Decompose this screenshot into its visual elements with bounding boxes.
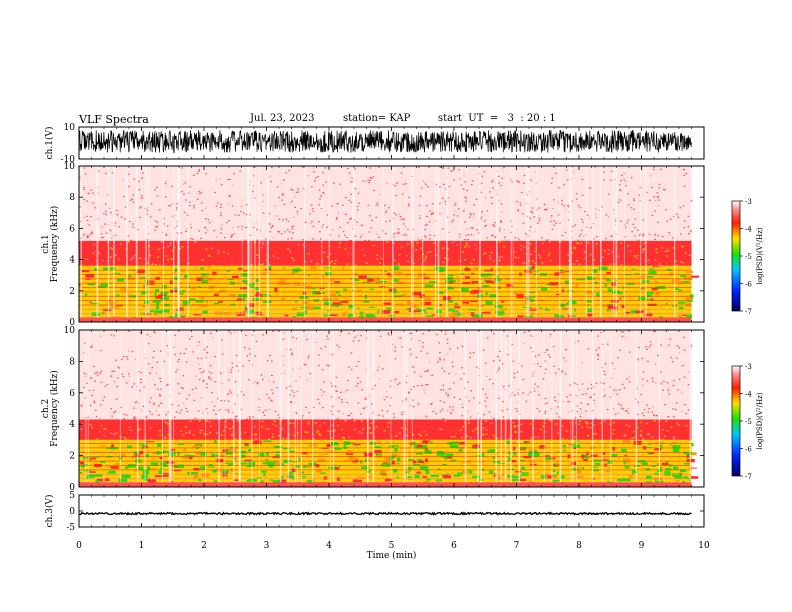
ch1-colorbar-tick-label: -4 — [745, 226, 752, 234]
ch2-spectrogram-ytick-label: 2 — [69, 452, 75, 462]
ch1-colorbar-tick-label: -3 — [745, 198, 752, 206]
ch3-waveform-trace — [78, 511, 692, 516]
ch1-spectrogram-ytick-label: 6 — [69, 224, 75, 234]
ch2-colorbar-tick-label: -3 — [745, 363, 752, 371]
ch3-waveform-ytick-label: 5 — [69, 491, 75, 501]
ch2-spectrogram-image — [79, 330, 699, 487]
x-tick-label: 9 — [639, 541, 645, 551]
ch1-waveform-ytick-label: 10 — [64, 123, 76, 133]
ch2-spectrogram-ylabel: Frequency (kHz) — [49, 370, 60, 447]
start-time-label: start UT = 3 : 20 : 1 — [438, 113, 556, 124]
ch2-spectrogram-ytick-label: 4 — [69, 420, 75, 430]
x-tick-label: 5 — [389, 541, 395, 551]
ch1-spectrogram-ytick-label: 4 — [69, 256, 75, 266]
ch1-spectrogram-ylabel: ch.1 — [41, 234, 51, 253]
ch2-spectrogram-ytick-label: 10 — [64, 326, 76, 336]
x-tick-label: 4 — [326, 541, 332, 551]
chart-title: VLF Spectra — [79, 113, 149, 126]
ch3-waveform-ylabel: ch.3(V) — [44, 495, 55, 528]
ch2-spectrogram-ytick-label: 8 — [69, 357, 75, 367]
x-tick-label: 0 — [76, 541, 82, 551]
ch2-spectrogram-ytick-label: 0 — [69, 483, 75, 493]
x-tick-label: 8 — [576, 541, 582, 551]
ch2-colorbar-tick-label: -7 — [745, 473, 752, 481]
ch2-colorbar-tick-label: -5 — [745, 418, 752, 426]
x-tick-label: 6 — [451, 541, 457, 551]
ch1-waveform-trace — [78, 129, 692, 154]
ch2-colorbar-tick-label: -4 — [745, 391, 752, 399]
ch1-waveform-ylabel: ch.1(V) — [44, 127, 55, 160]
ch1-spectrogram-ytick-label: 2 — [69, 287, 75, 297]
ch2-colorbar-tick-label: -6 — [745, 446, 752, 454]
ch1-spectrogram-red-band — [79, 240, 692, 266]
ch1-spectrogram-ylabel: Frequency (kHz) — [49, 206, 60, 283]
ch2-colorbar-label: log(PSD)(V²/Hz) — [756, 392, 764, 449]
ch2-colorbar — [731, 365, 741, 477]
ch3-waveform-ytick-label: 0 — [69, 507, 75, 517]
frame-layer — [78, 126, 705, 528]
ch1-colorbar-tick-label: -7 — [745, 308, 752, 316]
x-axis-label: Time (min) — [367, 550, 417, 561]
ch1-colorbar-label: log(PSD)(V²/Hz) — [756, 227, 764, 284]
ch3-waveform-frame — [78, 494, 705, 528]
ch1-spectrogram-ytick-label: 0 — [69, 318, 75, 328]
colorbar-layer: -3 -4 -5 -6 -7 log(PSD)(V²/Hz) -3 -4 -5 -6 -7 log(P… — [731, 198, 764, 481]
x-tick-label: 1 — [139, 541, 145, 551]
date-label: Jul. 23, 2023 — [250, 113, 315, 124]
x-tick-label: 3 — [264, 541, 270, 551]
station-label: station= KAP — [343, 113, 411, 124]
ch1-colorbar-tick-label: -5 — [745, 253, 752, 261]
x-tick-label: 7 — [514, 541, 520, 551]
ch3-waveform-ytick-label: -5 — [66, 523, 75, 533]
ch2-spectrogram-ylabel: ch.2 — [41, 399, 51, 418]
x-tick-label: 2 — [201, 541, 207, 551]
ch1-waveform-ytick-label: -10 — [61, 155, 76, 165]
ch2-spectrogram-ytick-label: 6 — [69, 389, 75, 399]
ch1-colorbar-tick-label: -6 — [745, 281, 752, 289]
ch1-colorbar — [731, 200, 741, 312]
x-tick-label: 10 — [698, 541, 710, 551]
ch1-spectrogram-ytick-label: 10 — [64, 162, 76, 172]
waveform-layer — [78, 129, 692, 516]
spectrogram-layer — [79, 166, 700, 487]
ch1-spectrogram-image — [79, 166, 700, 322]
ch1-spectrogram-ytick-label: 8 — [69, 193, 75, 203]
